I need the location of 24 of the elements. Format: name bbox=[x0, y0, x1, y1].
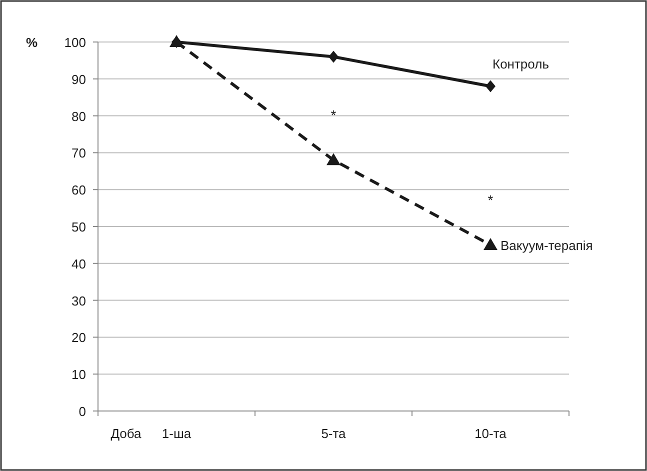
x-axis-title: Доба bbox=[110, 426, 142, 441]
y-tick-label: 90 bbox=[72, 72, 86, 87]
x-tick-label: 1-ша bbox=[162, 426, 192, 441]
y-tick-label: 20 bbox=[72, 330, 86, 346]
y-tick-label: 50 bbox=[72, 220, 86, 234]
x-tick-label: 10-та bbox=[474, 426, 508, 441]
y-tick-label: 100 bbox=[64, 35, 86, 50]
y-tick-label: 60 bbox=[72, 182, 86, 198]
point bbox=[486, 80, 496, 92]
y-axis-title: % bbox=[26, 35, 38, 50]
annotation: * bbox=[330, 107, 337, 124]
y-tick-label: 80 bbox=[72, 108, 86, 124]
y-tick-label: 70 bbox=[72, 146, 86, 161]
point bbox=[328, 50, 338, 63]
series-label: Вакуум-терапія bbox=[500, 238, 593, 253]
y-tick-label: 30 bbox=[72, 293, 86, 308]
point bbox=[484, 238, 498, 250]
annotation: * bbox=[488, 192, 494, 208]
y-tick-label: 10 bbox=[72, 367, 86, 382]
x-tick-label: 5-та bbox=[321, 426, 347, 441]
y-tick-label: 40 bbox=[72, 256, 86, 272]
y-tick-label: 0 bbox=[78, 404, 86, 419]
point bbox=[326, 153, 340, 166]
series-label: Контроль bbox=[492, 56, 550, 72]
